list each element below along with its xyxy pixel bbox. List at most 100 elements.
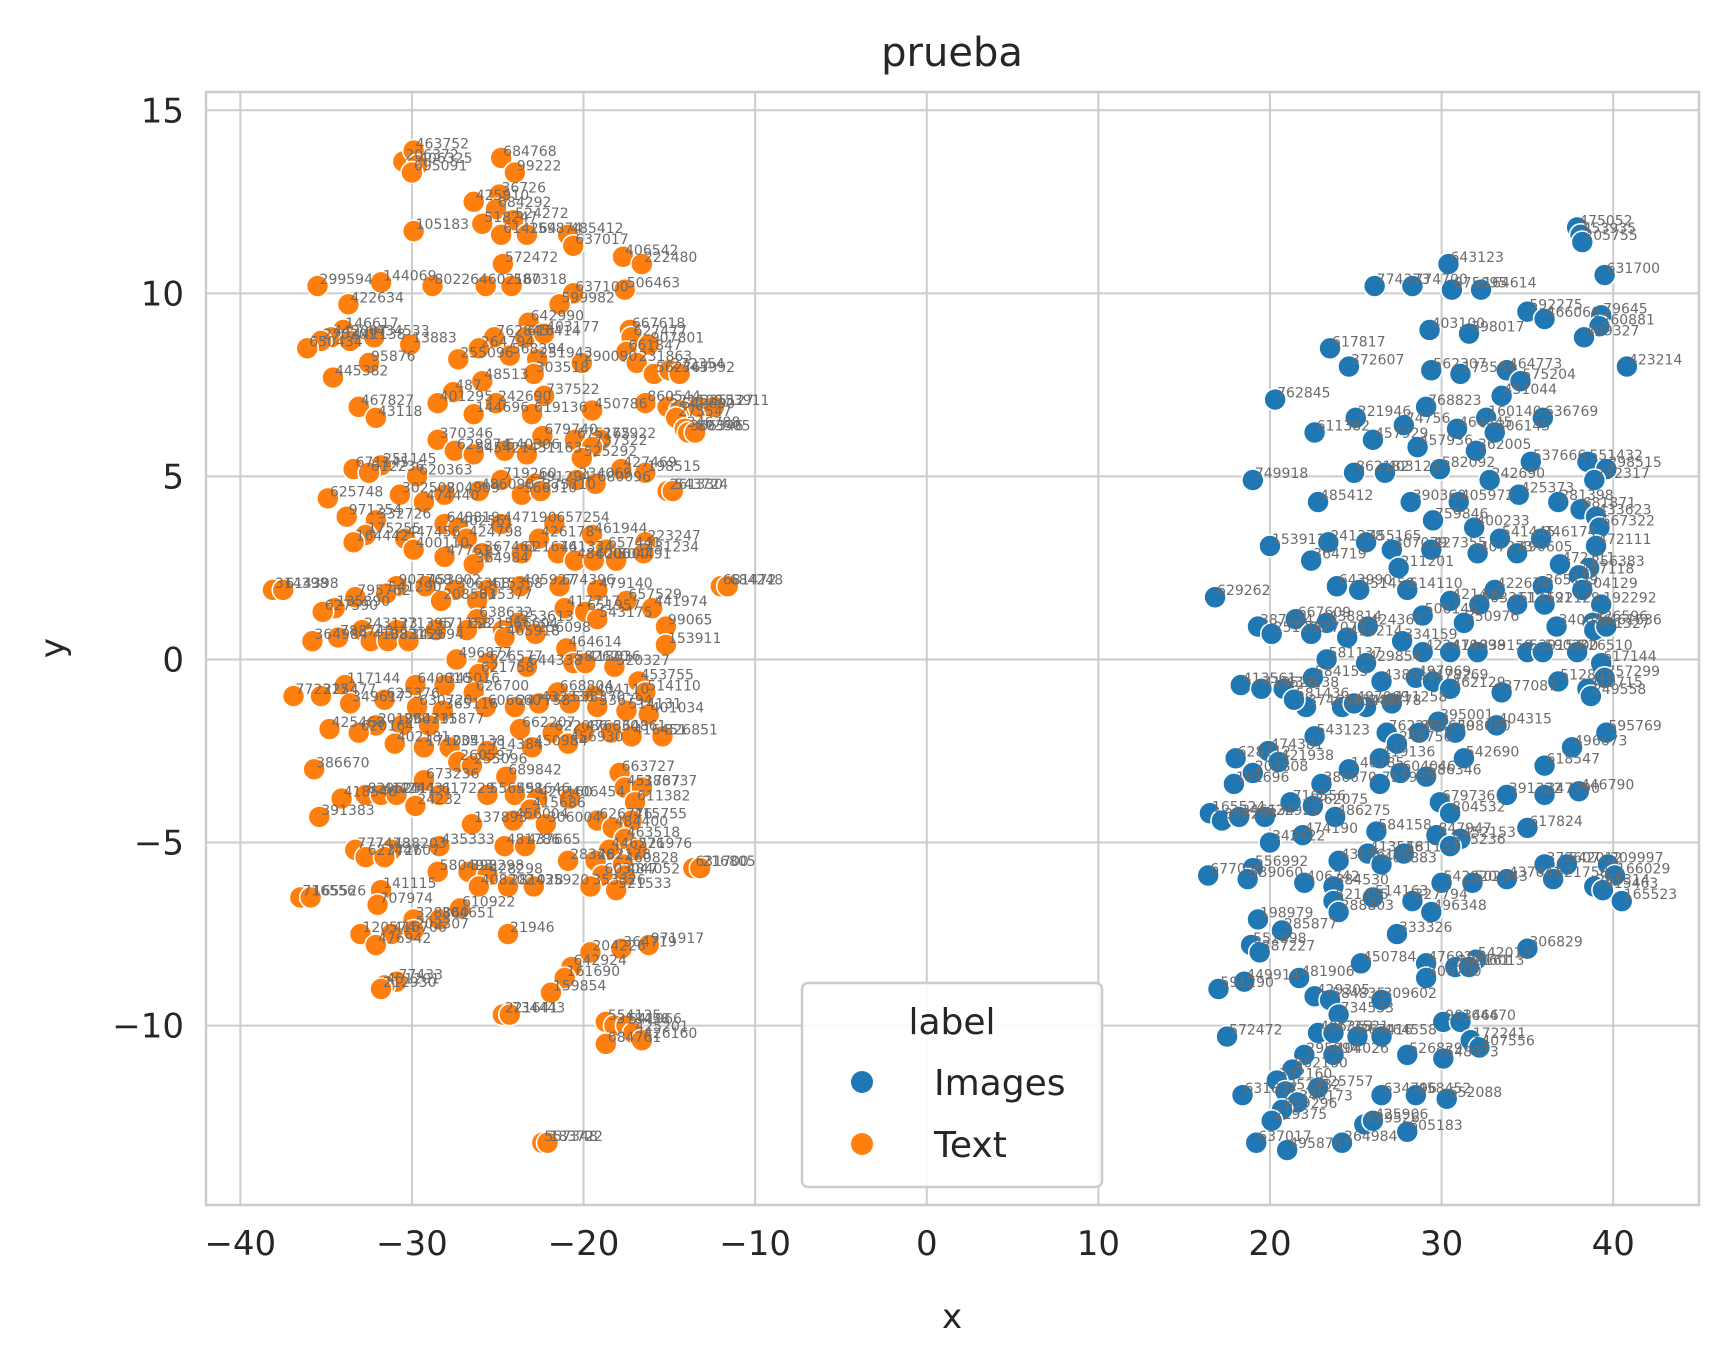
point-label: 499327 [1586, 323, 1639, 339]
point-label: 671145 [356, 455, 409, 471]
scatter-point-text [357, 460, 381, 485]
scatter-point-text [518, 797, 543, 822]
point-label: 342694 [410, 627, 464, 643]
point-label: 366346 [690, 418, 744, 434]
point-label: 242690 [1492, 466, 1545, 482]
scatter-point-text [425, 860, 450, 884]
point-label: 404026 [1335, 1041, 1389, 1057]
scatter-point-text [561, 233, 586, 258]
scatter-point-images [1414, 764, 1438, 789]
scatter-point-images [1532, 307, 1557, 331]
point-label: 418546 [344, 785, 398, 801]
scatter-point-images [1410, 603, 1435, 628]
scatter-point-text [473, 274, 498, 298]
point-label: 581436 [1296, 686, 1350, 702]
scatter-point-text [461, 402, 486, 426]
point-label: 572472 [505, 250, 558, 266]
point-label: 209997 [1610, 851, 1663, 867]
point-label: 504129 [1584, 576, 1637, 592]
scatter-point-images [1342, 691, 1366, 716]
point-label: 340173 [1299, 1088, 1352, 1104]
point-label: 435461 [1341, 847, 1394, 863]
point-label: 465918 [507, 624, 560, 640]
point-label: 302508 [402, 481, 455, 497]
point-label: 680096 [598, 470, 652, 486]
point-label: 788743 [340, 624, 393, 640]
point-label: 422410 [1425, 638, 1478, 654]
scatter-point-text [532, 321, 556, 346]
point-label: 441974 [654, 594, 708, 610]
point-label: 762845 [496, 323, 549, 339]
scatter-point-images [1247, 940, 1272, 965]
point-label: 590200 [1545, 638, 1598, 654]
point-label: 335877 [431, 711, 484, 727]
scatter-point-images [1196, 863, 1220, 888]
scatter-point-images [1443, 720, 1468, 745]
point-label: 540306 [507, 437, 561, 453]
scatter-point-images [1244, 1130, 1269, 1155]
scatter-point-images [1278, 790, 1303, 815]
x-tick-label: 30 [1420, 1224, 1463, 1264]
point-label: 667322 [1601, 514, 1654, 530]
point-label: 522129 [1547, 591, 1600, 607]
scatter-point-images [1222, 772, 1246, 796]
point-label: 768823 [1428, 393, 1481, 409]
point-label: 742317 [1596, 466, 1649, 482]
point-label: 462129 [1452, 675, 1505, 691]
point-label: 537666 [1533, 448, 1587, 464]
point-label: 652088 [1449, 1085, 1502, 1101]
scatter-point-images [1438, 834, 1462, 859]
scatter-point-images [1275, 1138, 1299, 1162]
point-label: 485412 [1320, 488, 1373, 504]
scatter-point-images [1462, 515, 1486, 540]
point-label: 625757 [1320, 1074, 1373, 1090]
point-label: 450786 [594, 397, 648, 413]
point-label: 283467 [570, 847, 623, 863]
scatter-point-text [521, 874, 546, 899]
scatter-point-text [384, 783, 409, 807]
point-label: 617824 [1529, 814, 1583, 830]
point-label: 404110 [596, 682, 649, 698]
point-label: 164470 [1462, 1008, 1515, 1024]
point-label: 425468 [332, 715, 385, 731]
scatter-point-images [1301, 665, 1325, 690]
scatter-point-images [1347, 578, 1372, 602]
scatter-point-images [1582, 468, 1607, 492]
point-label: 413561 [1243, 671, 1296, 687]
point-label: 290090 [584, 349, 637, 365]
scatter-point-images [1555, 852, 1579, 877]
scatter-point-text [382, 731, 407, 756]
point-label: 474190 [1305, 821, 1358, 837]
scatter-point-text [542, 512, 567, 536]
point-label: 719260 [503, 466, 556, 482]
point-label: 418036 [587, 649, 641, 665]
point-label: 542012 [1569, 851, 1622, 867]
point-label: 847947 [1438, 821, 1491, 837]
point-label: 451737 [627, 774, 680, 790]
point-label: 398203 [1224, 807, 1277, 823]
points [261, 138, 1639, 1162]
scatter-point-text [508, 717, 532, 741]
scatter-point-text [425, 391, 450, 416]
scatter-point-images [1306, 1076, 1330, 1100]
scatter-point-images [1368, 746, 1392, 771]
point-label: 463752 [416, 137, 469, 153]
point-label: 542920 [1444, 869, 1497, 885]
point-label: 401034 [651, 700, 705, 716]
scatter-point-images [1309, 772, 1334, 796]
point-label: 415755 [634, 807, 687, 823]
point-label: 137893 [474, 810, 527, 826]
scatter-point-text [369, 270, 393, 295]
point-label: 621758 [481, 660, 534, 676]
y-tick-label: 5 [162, 457, 184, 497]
point-label: 453755 [640, 667, 693, 683]
legend-title: label [908, 1002, 995, 1043]
scatter-point-text [403, 794, 428, 818]
scatter-point-images [1385, 922, 1409, 946]
point-label: 625376 [386, 686, 440, 702]
scatter-point-text [633, 460, 658, 485]
point-label: 346134 [1241, 803, 1295, 819]
point-label: 216805 [702, 854, 755, 870]
point-label: 231863 [639, 349, 692, 365]
point-label: 461636 [1608, 613, 1662, 629]
